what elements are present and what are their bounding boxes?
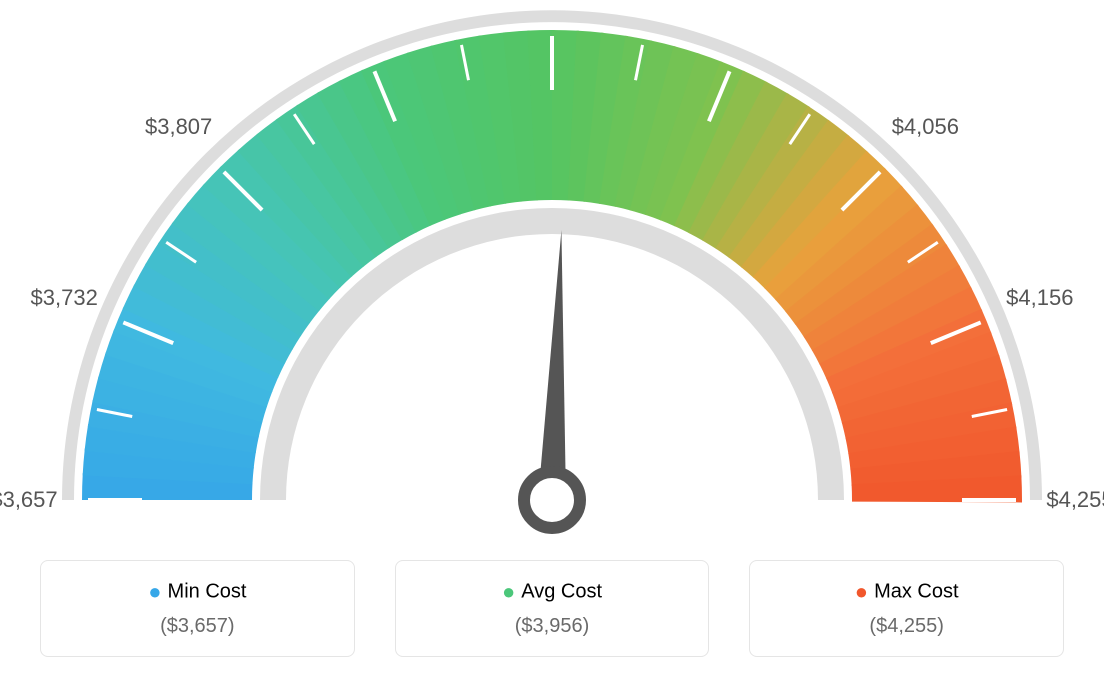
- legend-name-avg: Avg Cost: [521, 580, 602, 602]
- dot-icon: ●: [502, 579, 515, 604]
- cost-gauge-chart: $3,657$3,732$3,807$3,956$4,056$4,156$4,2…: [0, 0, 1104, 560]
- gauge-tick-label: $3,732: [31, 285, 98, 311]
- gauge-svg: [0, 0, 1104, 560]
- gauge-tick-label: $4,056: [892, 114, 959, 140]
- legend-card-min: ● Min Cost ($3,657): [40, 560, 355, 657]
- legend-name-min: Min Cost: [168, 580, 247, 602]
- dot-icon: ●: [148, 579, 161, 604]
- legend-title-avg: ● Avg Cost: [406, 579, 699, 605]
- gauge-tick-label: $4,255: [1046, 487, 1104, 513]
- gauge-tick-label: $4,156: [1006, 285, 1073, 311]
- gauge-tick-label: $3,657: [0, 487, 58, 513]
- legend-row: ● Min Cost ($3,657) ● Avg Cost ($3,956) ● M…: [0, 560, 1104, 657]
- legend-value-avg: ($3,956): [406, 615, 699, 638]
- legend-value-max: ($4,255): [760, 615, 1053, 638]
- legend-name-max: Max Cost: [874, 580, 958, 602]
- legend-card-avg: ● Avg Cost ($3,956): [395, 560, 710, 657]
- legend-title-max: ● Max Cost: [760, 579, 1053, 605]
- dot-icon: ●: [855, 579, 868, 604]
- legend-value-min: ($3,657): [51, 615, 344, 638]
- gauge-tick-label: $3,807: [145, 114, 212, 140]
- legend-card-max: ● Max Cost ($4,255): [749, 560, 1064, 657]
- legend-title-min: ● Min Cost: [51, 579, 344, 605]
